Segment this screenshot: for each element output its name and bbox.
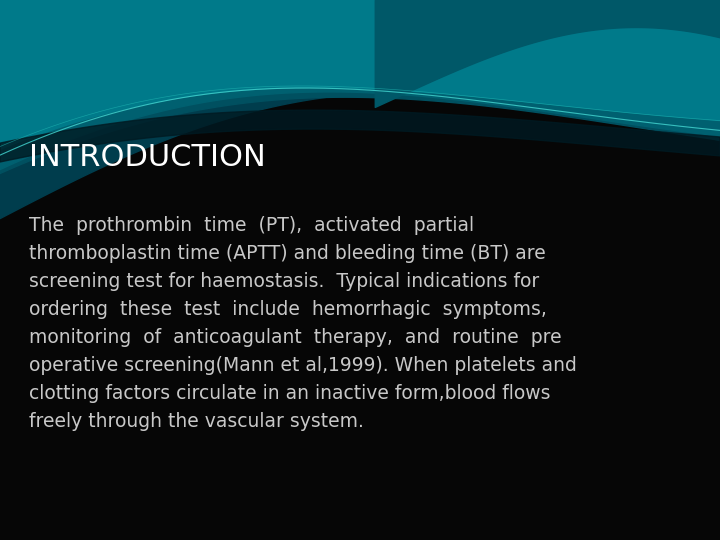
Text: INTRODUCTION: INTRODUCTION — [29, 143, 266, 172]
Text: The  prothrombin  time  (PT),  activated  partial
thromboplastin time (APTT) and: The prothrombin time (PT), activated par… — [29, 216, 577, 431]
